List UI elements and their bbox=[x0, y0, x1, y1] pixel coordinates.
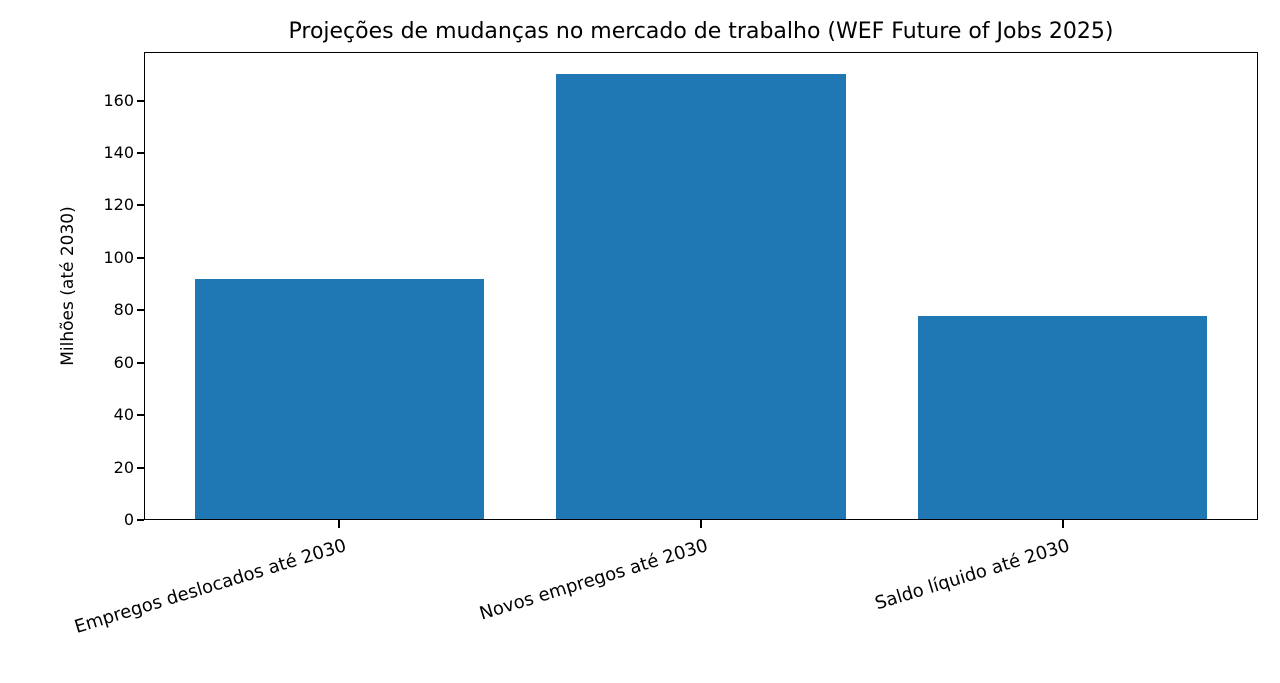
y-tick-label: 40 bbox=[113, 405, 134, 425]
x-tick-mark bbox=[338, 520, 341, 528]
bar bbox=[918, 315, 1208, 520]
x-tick-mark bbox=[1061, 520, 1064, 528]
y-tick-mark bbox=[137, 204, 144, 207]
y-tick-label: 140 bbox=[103, 142, 134, 162]
y-tick-label: 0 bbox=[123, 510, 134, 529]
x-tick-mark bbox=[700, 520, 702, 528]
plot-area: 0 20 40 60 80 100 120 140 160 Empregos deslocados… bbox=[72, 52, 1258, 638]
y-tick-label: 100 bbox=[103, 247, 134, 267]
y-tick-label: 160 bbox=[103, 90, 134, 110]
x-tick-label: Empregos deslocados até 2030 bbox=[72, 535, 350, 638]
y-tick-mark bbox=[137, 309, 144, 312]
y-tick-mark bbox=[137, 256, 144, 259]
y-tick-label: 80 bbox=[113, 300, 134, 320]
y-axis-label: Milhões (até 2030) bbox=[58, 206, 78, 366]
x-tick-label: Saldo líquido até 2030 bbox=[872, 535, 1073, 615]
y-tick-mark bbox=[137, 151, 144, 154]
bar bbox=[556, 74, 846, 520]
y-tick-mark bbox=[137, 519, 144, 521]
y-tick-label: 120 bbox=[103, 195, 134, 215]
y-tick-mark bbox=[137, 414, 144, 417]
y-tick-mark bbox=[137, 99, 144, 102]
chart-title: Projeções de mudanças no mercado de trab… bbox=[288, 19, 1114, 44]
bar bbox=[194, 278, 484, 520]
y-tick-label: 60 bbox=[113, 352, 134, 372]
x-tick-label: Novos empregos até 2030 bbox=[477, 535, 711, 625]
y-tick-mark bbox=[137, 361, 144, 364]
y-tick-label: 20 bbox=[113, 457, 134, 477]
y-tick-mark bbox=[137, 466, 144, 469]
